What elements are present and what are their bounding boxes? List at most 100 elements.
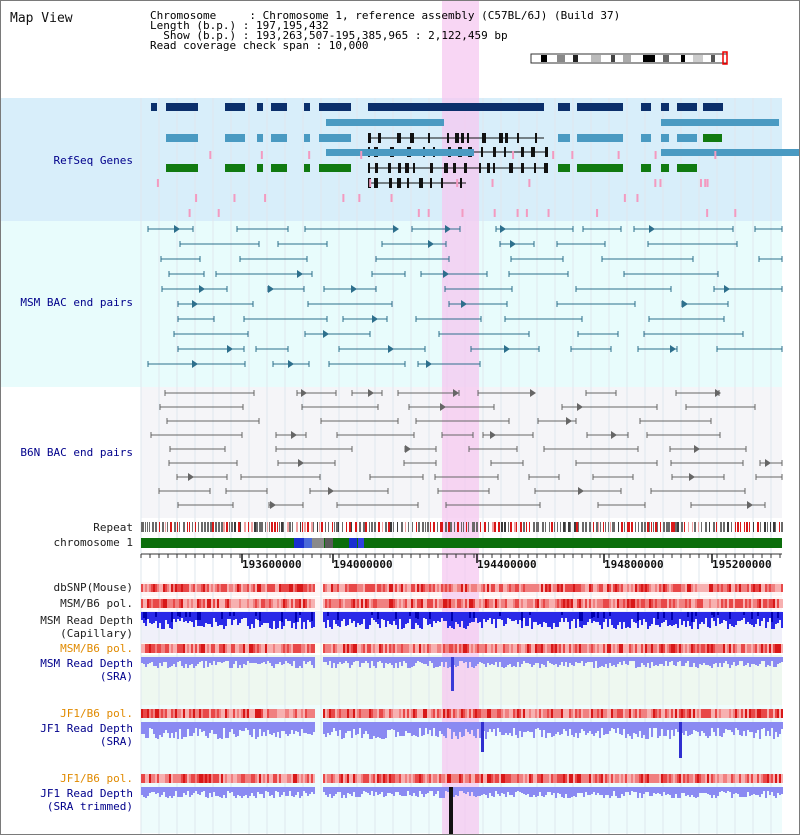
- gene-block: [661, 119, 779, 126]
- polymorphism-tracks[interactable]: [141, 584, 783, 783]
- heat-cell: [265, 774, 267, 783]
- depth-bar: [487, 657, 489, 663]
- heat-cell: [273, 709, 275, 718]
- heat-cell: [671, 709, 673, 718]
- depth-bar: [555, 657, 557, 664]
- heat-cell: [415, 774, 417, 783]
- depth-bar: [371, 657, 373, 661]
- heat-cell: [579, 644, 581, 653]
- heat-cell: [185, 709, 187, 718]
- repeat-track[interactable]: [141, 522, 783, 532]
- heat-cell: [491, 774, 493, 783]
- heat-cell: [455, 599, 457, 608]
- heat-cell: [365, 584, 367, 592]
- heat-cell: [157, 584, 159, 592]
- depth-bar: [281, 657, 283, 665]
- heat-cell: [777, 774, 779, 783]
- heat-cell: [211, 599, 213, 608]
- heat-cell: [731, 644, 733, 653]
- bac-arrow: [372, 315, 378, 323]
- heat-cell: [617, 709, 619, 718]
- depth-bar: [327, 722, 329, 733]
- heat-cell: [259, 599, 261, 608]
- heat-cell: [233, 709, 235, 718]
- depth-bar: [575, 722, 577, 733]
- depth-bar: [339, 612, 341, 627]
- heat-cell: [199, 774, 201, 783]
- heat-cell: [197, 584, 199, 592]
- heat-cell: [289, 774, 291, 783]
- depth-bar: [503, 787, 505, 794]
- depth-bar: [519, 612, 521, 620]
- depth-bar: [515, 787, 517, 792]
- depth-bar: [477, 612, 479, 623]
- heat-cell: [441, 599, 443, 608]
- depth-bar: [517, 787, 519, 791]
- depth-bar: [619, 612, 621, 622]
- depth-bar: [433, 612, 435, 621]
- depth-bar: [333, 657, 335, 663]
- chromosome-ideogram[interactable]: [530, 51, 728, 65]
- depth-bar: [585, 612, 587, 625]
- heat-cell: [235, 774, 237, 783]
- heat-cell: [751, 584, 753, 592]
- depth-bar: [151, 722, 153, 729]
- heat-cell: [697, 584, 699, 592]
- heat-cell: [273, 584, 275, 592]
- depth-bar: [521, 722, 523, 737]
- refseq-genes-track[interactable]: [151, 103, 800, 217]
- depth-bar: [617, 612, 619, 625]
- heat-cell: [285, 599, 287, 608]
- msm-bac-track[interactable]: [147, 225, 783, 368]
- depth-bar-dense: [409, 612, 411, 616]
- bac-arrow: [577, 403, 583, 411]
- heat-cell: [283, 709, 285, 718]
- heat-cell: [639, 644, 641, 653]
- depth-bar: [743, 722, 745, 731]
- heat-cell: [639, 774, 641, 783]
- heat-cell: [263, 584, 265, 592]
- depth-bar: [689, 722, 691, 735]
- heat-cell: [517, 774, 519, 783]
- depth-bar: [565, 787, 567, 794]
- heat-cell: [295, 644, 297, 653]
- heat-cell: [353, 644, 355, 653]
- heat-cell: [537, 644, 539, 653]
- heat-cell: [575, 584, 577, 592]
- heat-cell: [455, 644, 457, 653]
- depth-bar: [435, 657, 437, 667]
- page-title: Map View: [10, 11, 73, 26]
- chromosome-track[interactable]: [141, 538, 782, 548]
- heat-cell: [623, 774, 625, 783]
- depth-bar: [653, 657, 655, 666]
- heat-cell: [771, 709, 773, 718]
- read-depth-tracks[interactable]: [141, 612, 783, 835]
- heat-cell: [601, 584, 603, 592]
- depth-bar: [195, 612, 197, 620]
- heat-cell: [175, 709, 177, 718]
- depth-bar: [437, 722, 439, 737]
- heat-cell: [209, 599, 211, 608]
- heat-cell: [253, 584, 255, 592]
- heat-cell: [169, 774, 171, 783]
- depth-bar: [507, 722, 509, 735]
- heat-cell: [385, 774, 387, 783]
- depth-bar: [177, 787, 179, 797]
- heat-cell: [349, 644, 351, 653]
- depth-bar: [425, 787, 427, 794]
- repeat-element: [385, 522, 387, 532]
- heat-cell: [507, 774, 509, 783]
- heat-cell: [199, 599, 201, 608]
- heat-cell: [695, 709, 697, 718]
- heat-cell: [541, 774, 543, 783]
- repeat-element: [448, 522, 450, 532]
- depth-bar: [157, 722, 159, 739]
- heat-cell: [445, 644, 447, 653]
- depth-bar: [689, 787, 691, 797]
- heat-cell: [341, 644, 343, 653]
- heat-cell: [649, 709, 651, 718]
- heat-cell: [673, 709, 675, 718]
- heat-cell: [745, 644, 747, 653]
- b6n-bac-track[interactable]: [150, 389, 783, 509]
- heat-cell: [665, 644, 667, 653]
